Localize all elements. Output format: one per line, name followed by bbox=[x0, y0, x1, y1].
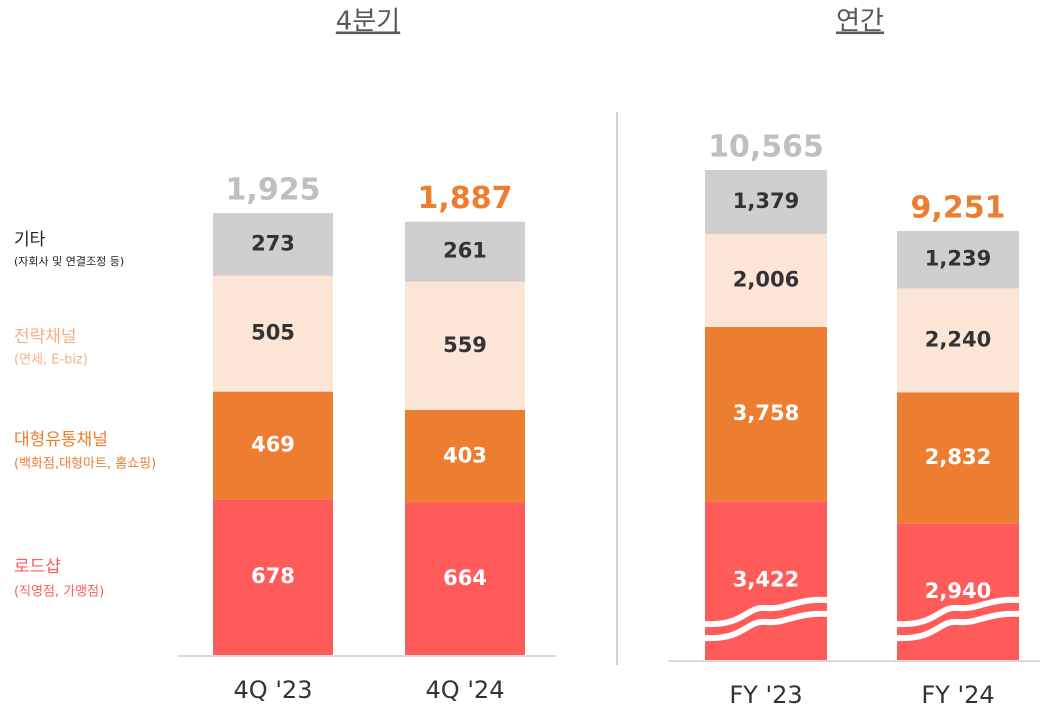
axis-break bbox=[702, 596, 830, 628]
bar-segment bbox=[213, 391, 333, 500]
axis-break bbox=[702, 610, 830, 642]
bar-segment bbox=[213, 499, 333, 655]
legend-label: 전략채널 bbox=[14, 327, 77, 347]
value-label: 403 bbox=[443, 443, 487, 467]
value-label: 2,832 bbox=[925, 445, 991, 469]
bar-segment bbox=[405, 281, 525, 411]
value-label: 559 bbox=[443, 333, 487, 357]
value-label: 273 bbox=[251, 231, 295, 255]
legend-note: (면세, E-biz) bbox=[14, 353, 88, 368]
legend-note: (백화점,대형마트, 홈쇼핑) bbox=[14, 457, 156, 472]
value-label: 2,006 bbox=[733, 267, 799, 291]
total-label: 1,925 bbox=[226, 173, 321, 208]
legend-label: 로드샵 bbox=[14, 557, 61, 577]
bar-segment bbox=[897, 288, 1019, 393]
bar-segment bbox=[405, 502, 525, 655]
value-label: 678 bbox=[251, 564, 295, 588]
value-label: 1,239 bbox=[925, 247, 991, 271]
value-label: 3,422 bbox=[733, 568, 799, 592]
bar-segment bbox=[705, 170, 827, 234]
bar-segment bbox=[705, 501, 827, 660]
bar-segment bbox=[405, 221, 525, 282]
bar-segment bbox=[405, 410, 525, 503]
value-label: 3,758 bbox=[733, 401, 799, 425]
total-label: 9,251 bbox=[911, 190, 1006, 225]
legend-label: 대형유통채널 bbox=[14, 430, 108, 450]
x-tick-label: 4Q '24 bbox=[426, 676, 505, 704]
x-tick-label: 4Q '23 bbox=[234, 676, 313, 704]
legend-note: (직영점, 가맹점) bbox=[14, 585, 104, 600]
value-label: 469 bbox=[251, 432, 295, 456]
total-label: 1,887 bbox=[418, 181, 513, 216]
value-label: 261 bbox=[443, 239, 487, 263]
bar-segment bbox=[213, 275, 333, 392]
value-label: 505 bbox=[251, 321, 295, 345]
value-label: 2,240 bbox=[925, 327, 991, 351]
legend-label: 기타 bbox=[14, 230, 46, 250]
x-tick-label: FY '24 bbox=[921, 681, 994, 709]
total-label: 10,565 bbox=[708, 130, 824, 165]
bar-segment bbox=[213, 213, 333, 276]
bar-segment bbox=[705, 233, 827, 327]
value-label: 664 bbox=[443, 566, 487, 590]
chart-title: 연간 bbox=[836, 7, 884, 37]
axis-break bbox=[894, 596, 1022, 628]
axis-break bbox=[894, 610, 1022, 642]
value-label: 2,940 bbox=[925, 579, 991, 603]
bar-segment bbox=[897, 230, 1019, 289]
chart-title: 4분기 bbox=[336, 7, 400, 37]
bar-segment bbox=[705, 326, 827, 502]
value-label: 1,379 bbox=[733, 189, 799, 213]
legend-note: (자회사 및 연결조정 등) bbox=[14, 255, 124, 268]
bar-segment bbox=[897, 392, 1019, 524]
x-tick-label: FY '23 bbox=[729, 681, 802, 709]
